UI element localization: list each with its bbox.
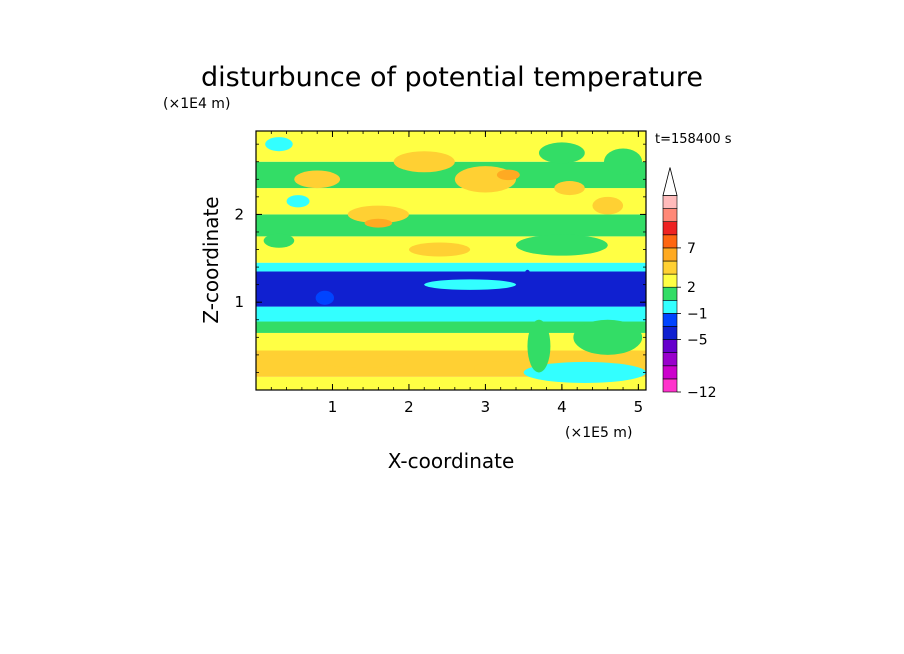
y-tick-label: 1 [234,293,244,311]
colorbar-tick-label: −1 [687,306,708,322]
colorbar-swatch-5 [662,313,678,327]
x-tick-label: 4 [557,398,567,416]
colorbar-swatch-2 [662,352,678,367]
contour-patch-4 [527,319,551,373]
colorbar-swatch-14 [662,195,678,209]
colorbar-swatch-13 [662,208,678,223]
contour-patch-22 [286,195,310,208]
y-unit-label: (×1E4 m) [163,96,230,112]
colorbar-swatch-7 [662,286,678,301]
contour-patch-20 [408,242,471,257]
colorbar-swatch-4 [662,326,678,340]
colorbar-swatch-12 [662,221,678,236]
colorbar: −12−5−127 [662,167,717,401]
contour-patch-19 [516,234,608,256]
contour-band-8 [256,214,646,237]
colorbar-swatch-1 [662,365,678,380]
contour-patch-10 [364,218,393,228]
contour-patch-15 [496,169,520,181]
contour-patch-16 [538,142,585,164]
contour-patch-21 [592,196,624,215]
colorbar-extend-arrow [662,167,678,196]
colorbar-swatch-0 [662,378,678,393]
x-tick-label: 5 [634,398,644,416]
contour-patch-3 [523,361,646,383]
colorbar-tick-label: −5 [687,333,708,349]
x-tick-label: 3 [481,398,491,416]
contour-band-6 [256,262,646,272]
contour-patch-9 [347,205,409,224]
plot-frame [255,130,647,391]
colorbar-swatch-9 [662,260,678,275]
x-unit-label: (×1E5 m) [565,425,632,441]
colorbar-swatch-10 [662,247,678,262]
contour-patch-13 [393,151,455,173]
contour-patch-17 [603,148,643,175]
contour-patch-7 [522,269,533,297]
colorbar-swatch-6 [662,299,678,314]
x-axis-title: X-coordinate [388,449,515,473]
time-label: t=158400 s [655,132,732,147]
contour-patch-11 [263,233,295,248]
colorbar-tick-label: 2 [687,280,696,296]
chart-title: disturbunce of potential temperature [201,62,703,93]
colorbar-swatch-11 [662,234,678,249]
contour-patch-23 [554,181,585,196]
colorbar-tick-label: 7 [687,241,696,257]
colorbar-swatch-3 [662,339,678,354]
contour-patch-18 [265,137,293,152]
y-axis: 12 [234,143,646,373]
contour-patch-5 [573,319,643,355]
y-tick-label: 2 [234,205,244,223]
plot-area [256,131,646,390]
contour-band-4 [256,306,646,322]
contour-patch-0 [259,353,329,375]
colorbar-swatch-8 [662,273,678,288]
contour-band-3 [256,321,646,333]
contour-patch-1 [317,350,409,369]
contour-patch-24 [615,271,646,281]
contour-patch-12 [294,170,341,189]
colorbar-tick-label: −12 [687,385,717,401]
contour-band-9 [256,188,646,215]
contour-patch-2 [473,361,528,376]
y-axis-title: Z-coordinate [199,196,223,323]
contour-patch-8 [315,290,334,305]
contour-patch-6 [424,279,516,290]
x-axis: 1 2 3 4 5 [270,131,644,416]
x-tick-label: 2 [404,398,414,416]
x-tick-label: 1 [328,398,338,416]
